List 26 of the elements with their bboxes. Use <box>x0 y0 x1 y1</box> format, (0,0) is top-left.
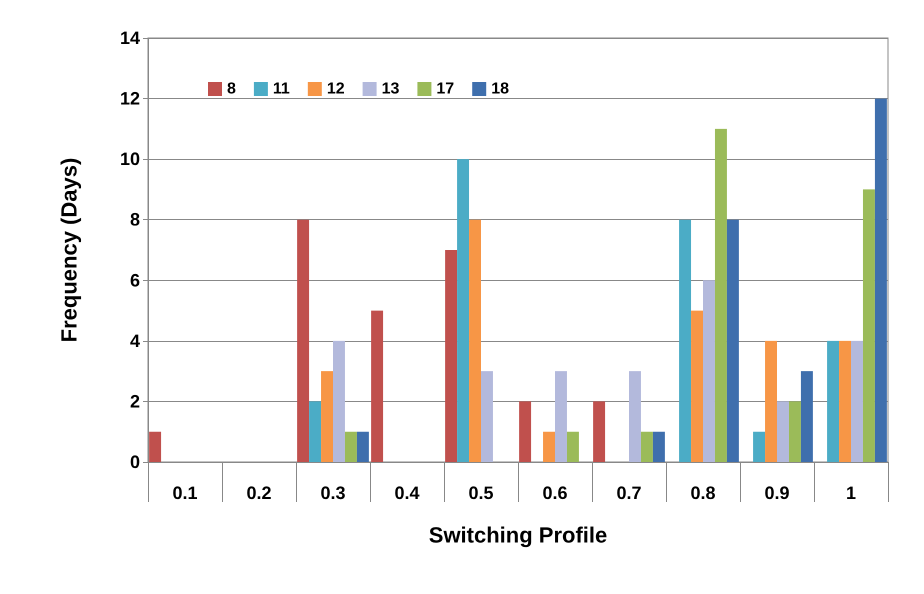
x-tick-label: 0.2 <box>246 483 272 503</box>
legend-label: 17 <box>436 80 454 98</box>
x-tick-label: 0.5 <box>468 483 494 503</box>
x-tick-label: 0.8 <box>690 483 716 503</box>
legend-label: 18 <box>491 80 510 98</box>
y-tick-label: 6 <box>130 270 140 290</box>
x-tick-label: 0.3 <box>320 483 346 503</box>
legend-label: 8 <box>227 80 236 98</box>
y-tick-label: 4 <box>130 330 140 351</box>
y-tick-label: 12 <box>120 88 140 109</box>
y-tick-label: 10 <box>120 149 140 170</box>
legend-label: 12 <box>326 80 345 98</box>
y-axis-title: Frequency (Days) <box>56 158 82 342</box>
x-tick-label: 0.1 <box>172 483 198 503</box>
x-axis-title: Switching Profile <box>428 522 608 548</box>
y-tick-label: 8 <box>130 210 140 230</box>
x-tick-label: 0.7 <box>616 483 642 503</box>
y-tick-label: 2 <box>130 391 140 412</box>
x-tick-label: 0.4 <box>394 483 420 503</box>
x-tick-label: 0.9 <box>764 483 790 503</box>
x-tick-label: 1 <box>846 483 856 503</box>
y-tick-label: 14 <box>120 28 140 48</box>
legend-label: 13 <box>382 80 400 98</box>
x-tick-label: 0.6 <box>542 483 568 503</box>
legend-label: 11 <box>272 80 290 98</box>
y-tick-label: 0 <box>130 452 140 472</box>
